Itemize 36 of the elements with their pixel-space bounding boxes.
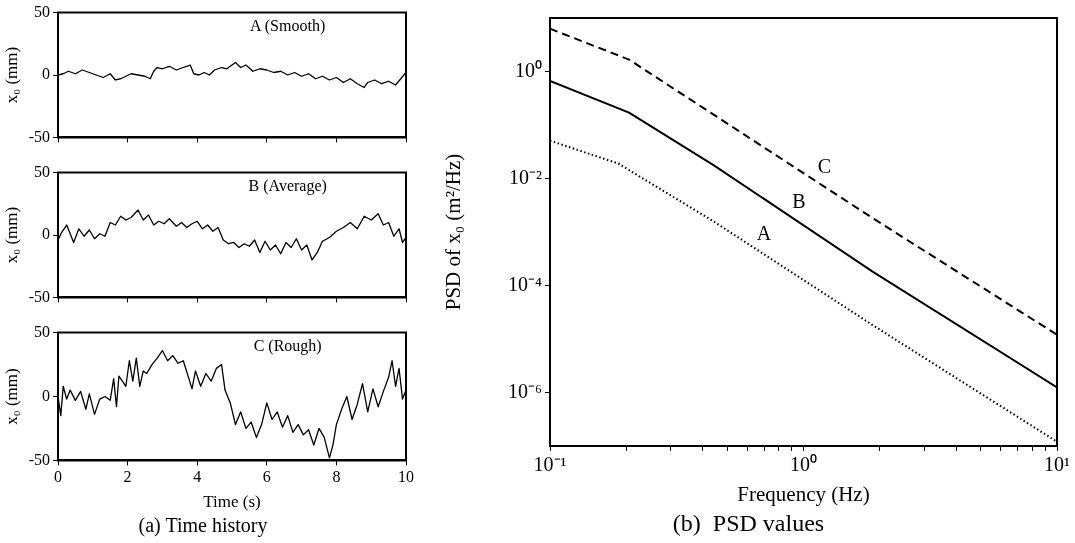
y-axis-title: x₀ (mm) [1, 368, 21, 425]
x-axis-title: Time (s) [203, 492, 261, 512]
text: (a) Time history [138, 514, 268, 538]
x-tick-label: 4 [193, 468, 202, 486]
series-label: C [817, 154, 831, 177]
series-label: B [792, 190, 806, 213]
x-tick-label: 2 [123, 468, 132, 486]
x-tick-label: 10 [398, 468, 414, 486]
x-tick-label: 10⁻¹ [533, 453, 567, 476]
y-tick-label: -50 [28, 450, 50, 468]
x-tick-label: 10⁰ [790, 453, 817, 476]
y-tick-label: -50 [28, 127, 50, 145]
x-tick-label: 8 [332, 468, 341, 486]
y-tick-label: -50 [28, 287, 50, 305]
y-tick-label: 10⁻² [509, 165, 542, 188]
y-tick-label: 0 [42, 225, 50, 243]
y-tick-label: 50 [34, 322, 50, 340]
series-label: A [756, 222, 772, 245]
y-tick-label: 10⁰ [515, 58, 542, 81]
y-tick-label: 10⁻⁴ [508, 272, 543, 295]
y-tick-label: 0 [42, 386, 50, 404]
x-tick-label: 6 [262, 468, 271, 486]
annotation: B (Average) [248, 176, 327, 195]
y-tick-label: 10⁻⁶ [508, 379, 543, 402]
annotation: A (Smooth) [250, 16, 326, 35]
text: (b) PSD values [672, 509, 825, 536]
x-tick-label: 10¹ [1044, 453, 1070, 476]
y-axis-title: x₀ (mm) [1, 46, 21, 104]
y-axis-title: PSD of x₀ (m²/Hz) [441, 153, 466, 311]
y-tick-label: 50 [34, 2, 50, 20]
y-axis-title: x₀ (mm) [1, 206, 21, 264]
y-tick-label: 0 [42, 65, 50, 83]
x-axis-title: Frequency (Hz) [737, 482, 870, 507]
x-tick-label: 0 [54, 468, 62, 486]
annotation: C (Rough) [253, 336, 322, 355]
y-tick-label: 50 [34, 162, 50, 180]
